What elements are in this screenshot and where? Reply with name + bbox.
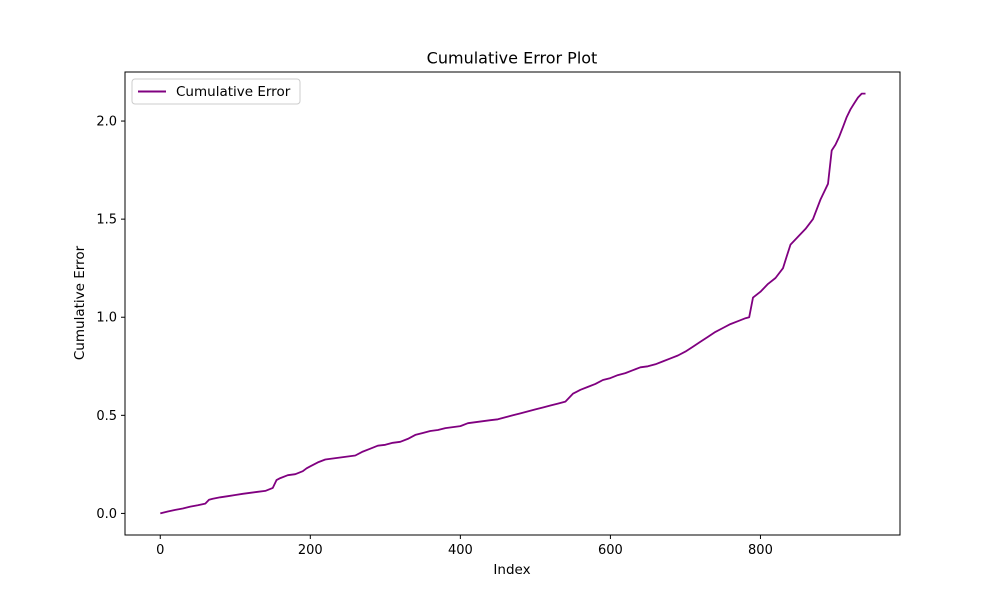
plot-frame — [124, 71, 901, 536]
x-tick-label: 800 — [748, 543, 773, 558]
legend: Cumulative Error — [131, 78, 301, 105]
x-axis-label: Index — [493, 562, 530, 578]
y-tick-label: 2.0 — [96, 115, 117, 130]
y-tick-label: 0.5 — [96, 409, 117, 424]
series-line-cumulative-error — [160, 92, 866, 515]
y-axis: 0.0 0.5 1.0 1.5 2.0 — [96, 115, 125, 522]
y-axis-label: Cumulative Error — [72, 245, 88, 360]
series-layer — [160, 92, 866, 515]
y-tick-label: 1.0 — [96, 311, 117, 326]
x-tick-label: 600 — [598, 543, 623, 558]
legend-box — [131, 78, 301, 105]
legend-label: Cumulative Error — [176, 84, 291, 100]
y-tick-label: 1.5 — [96, 213, 117, 228]
x-tick-label: 200 — [298, 543, 323, 558]
x-tick-label: 400 — [448, 543, 473, 558]
x-tick-label: 0 — [156, 543, 164, 558]
chart-title: Cumulative Error Plot — [427, 49, 598, 68]
x-axis: 0 200 400 600 800 — [156, 535, 773, 558]
y-tick-label: 0.0 — [96, 507, 117, 522]
